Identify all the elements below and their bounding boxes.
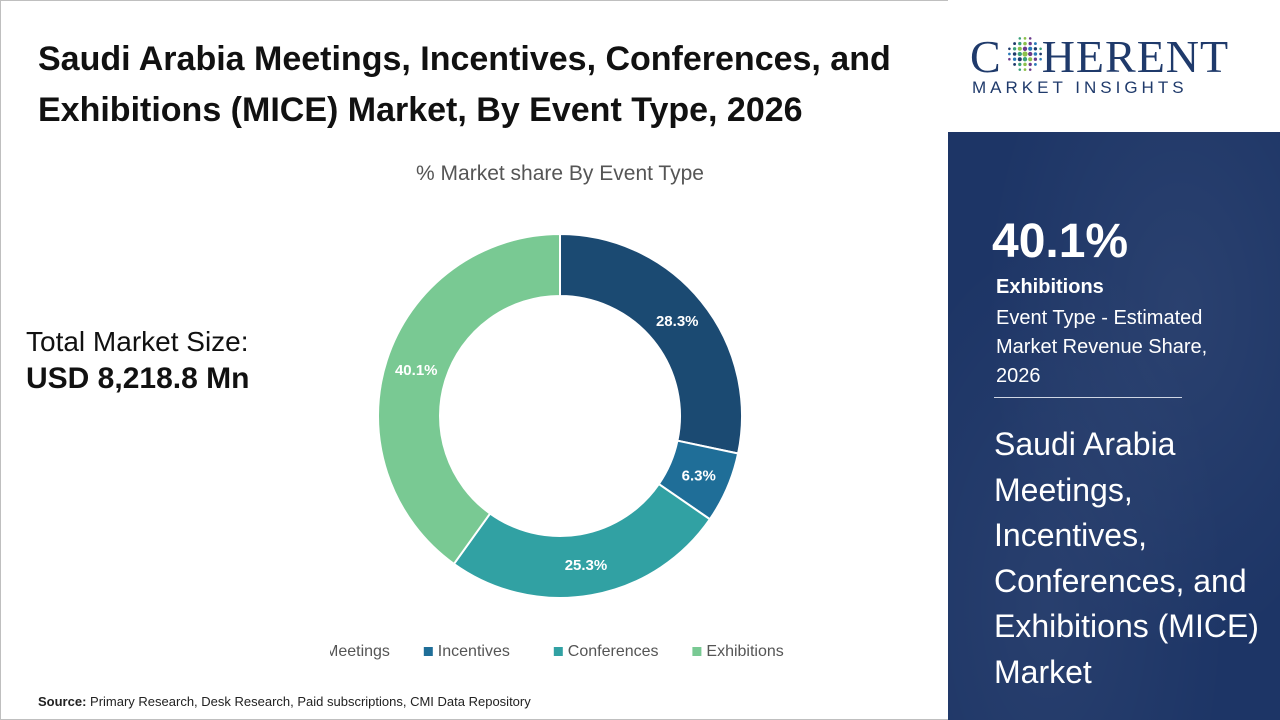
highlight-description: Event Type - Estimated Market Revenue Sh… xyxy=(996,307,1208,387)
globe-dot xyxy=(1017,46,1022,51)
globe-dot xyxy=(1028,41,1032,46)
data-label-incentives: 6.3% xyxy=(682,468,716,485)
globe-dot xyxy=(1023,62,1027,67)
globe-dot xyxy=(1039,52,1042,56)
globe-dot xyxy=(1008,52,1011,56)
market-size-label: Total Market Size: xyxy=(26,326,249,357)
globe-dot xyxy=(1033,62,1037,66)
globe-dot xyxy=(1013,62,1017,66)
globe-dot xyxy=(1028,51,1033,57)
slice-meetings xyxy=(559,232,743,455)
legend-swatch-conferences xyxy=(553,647,563,656)
globe-dot xyxy=(1033,47,1038,51)
globe-dot xyxy=(1028,62,1032,67)
globe-dot xyxy=(1028,46,1033,51)
market-size-block: Total Market Size: USD 8,218.8 Mn xyxy=(26,324,256,398)
market-size-value: USD 8,218.8 Mn xyxy=(26,362,250,395)
globe-dot xyxy=(1039,57,1042,61)
chart-container: % Market share By Event Type 28.3% 6.3% 25.… xyxy=(330,150,790,680)
globe-icon xyxy=(1008,37,1042,71)
data-label-conferences: 25.3% xyxy=(565,557,608,574)
globe-dot xyxy=(1022,57,1028,62)
page-title: Saudi Arabia Meetings, Incentives, Confe… xyxy=(38,40,891,129)
globe-dot xyxy=(1012,47,1017,51)
globe-dot xyxy=(1013,42,1017,46)
globe-dot xyxy=(1018,62,1022,67)
logo: C HERENT MARKET INSIGHTS xyxy=(948,0,1280,132)
globe-dot xyxy=(1018,37,1022,40)
highlight-percent: 40.1% xyxy=(992,215,1129,268)
slice-exhibitions xyxy=(377,232,561,566)
legend-swatch-incentives xyxy=(423,647,433,656)
globe-dot xyxy=(1033,57,1038,61)
data-label-meetings: 28.3% xyxy=(656,313,699,330)
highlight-category: Exhibitions xyxy=(996,276,1104,298)
source-note: Source: Primary Research, Desk Research,… xyxy=(38,694,531,709)
legend-label-conferences: Conferences xyxy=(568,643,659,660)
globe-dot xyxy=(1008,57,1011,61)
highlight-panel: 40.1% Exhibitions Event Type - Estimated… xyxy=(948,132,1280,720)
legend-label-incentives: Incentives xyxy=(438,643,510,660)
source-text: Primary Research, Desk Research, Paid su… xyxy=(90,694,531,709)
legend-label-meetings: Meetings xyxy=(330,643,390,660)
side-panel: C HERENT MARKET INSIGHTS 40.1% Exhibition… xyxy=(948,0,1280,720)
globe-dot xyxy=(1022,51,1028,57)
chart-title: % Market share By Event Type xyxy=(416,162,704,185)
globe-dot xyxy=(1028,37,1032,40)
globe-dot xyxy=(1022,46,1028,51)
globe-dot xyxy=(1008,47,1011,51)
logo-wordmark: C HERENT xyxy=(970,30,1229,83)
slice-conferences xyxy=(452,482,712,599)
globe-dot xyxy=(1018,41,1022,46)
logo-tagline: MARKET INSIGHTS xyxy=(972,78,1188,97)
globe-dot xyxy=(1033,42,1037,46)
legend-swatch-exhibitions xyxy=(692,647,702,656)
globe-dot xyxy=(1023,37,1027,40)
globe-dot xyxy=(1028,57,1033,62)
panel-market-title: Saudi Arabia Meetings, Incentives, Confe… xyxy=(994,426,1259,690)
legend-label-exhibitions: Exhibitions xyxy=(706,643,783,660)
globe-dot xyxy=(1033,52,1038,56)
data-label-exhibitions: 40.1% xyxy=(395,362,438,379)
globe-dot xyxy=(1023,41,1027,46)
donut-chart: % Market share By Event Type 28.3% 6.3% 25.… xyxy=(330,162,784,660)
logo-letters: HERENT xyxy=(1041,31,1230,82)
highlight-divider xyxy=(994,397,1182,398)
globe-dot xyxy=(1012,57,1017,61)
globe-dot xyxy=(1039,47,1042,51)
logo-letter-c: C xyxy=(970,31,1002,82)
source-label: Source: xyxy=(38,694,87,709)
globe-dot xyxy=(1017,57,1022,62)
globe-dot xyxy=(1012,52,1017,56)
globe-dot xyxy=(1028,68,1032,71)
globe-dot xyxy=(1023,68,1027,71)
globe-dot xyxy=(1017,51,1022,57)
globe-dot xyxy=(1018,68,1022,71)
